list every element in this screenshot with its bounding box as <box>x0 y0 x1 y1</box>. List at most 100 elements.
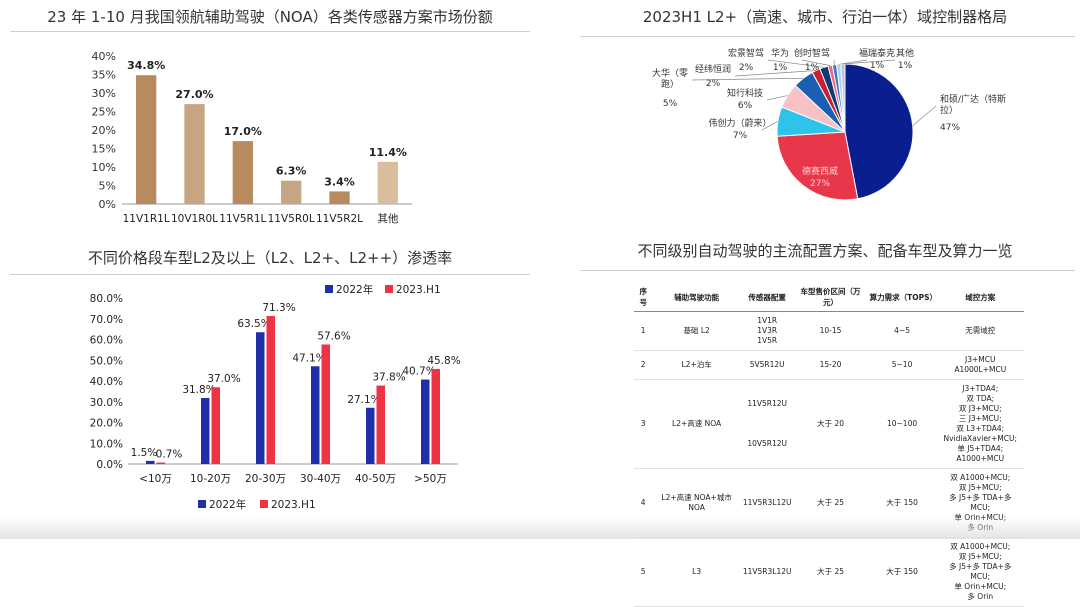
x-tick-label: >50万 <box>414 473 447 485</box>
table-cell: 10~100 <box>868 380 937 469</box>
table-header-cell: 序号 <box>634 283 652 312</box>
table-cell: L2+高速 NOA <box>652 380 740 469</box>
bar-value-label: 40.7% <box>402 366 435 378</box>
bar <box>378 162 398 204</box>
table-cell: J3+TDA4; 双 TDA; 双 J3+MCU; 三 J3+MCU; 双 L3… <box>937 380 1024 469</box>
bar-value-label: 71.3% <box>262 302 295 314</box>
y-tick-label: 0% <box>99 198 116 211</box>
table-cell: 5 <box>634 538 652 607</box>
bar-value-label: 11.4% <box>369 146 407 159</box>
bar-series2 <box>432 369 441 464</box>
bar-series2 <box>212 387 221 464</box>
x-tick-label: 11V1R1L <box>123 213 170 225</box>
y-tick-label: 10% <box>92 161 116 174</box>
table-header-cell: 辅助驾驶功能 <box>652 283 740 312</box>
pie-slice-label: 伟创力（蔚来） <box>708 117 771 129</box>
table-cell: 2 <box>634 351 652 380</box>
y-tick-label: 40.0% <box>90 376 123 388</box>
chart3-title-rule <box>10 274 530 275</box>
bar-series2 <box>377 386 386 464</box>
pie-slice-pct: 6% <box>738 101 753 111</box>
y-tick-label: 60.0% <box>90 335 123 347</box>
chart3-title: 不同价格段车型L2及以上（L2、L2+、L2++）渗透率 <box>0 247 540 268</box>
chart2-title: 2023H1 L2+（高速、城市、行泊一体）域控制器格局 <box>580 6 1070 27</box>
table-cell: 大于 150 <box>868 538 937 607</box>
y-tick-label: 5% <box>99 180 116 193</box>
table-cell: 5~10 <box>868 351 937 380</box>
y-tick-label: 70.0% <box>90 314 123 326</box>
pie-slice-label: 经纬恒润 <box>695 63 731 75</box>
table-header-cell: 车型售价区间（万元） <box>794 283 868 312</box>
bar-series1 <box>256 332 265 464</box>
x-tick-label: <10万 <box>139 473 172 485</box>
table-cell: 11V5R12U 10V5R12U <box>741 380 794 469</box>
legend-swatch-bottom <box>260 500 268 508</box>
pie-leader-line <box>767 96 788 100</box>
bar-value-label: 47.1% <box>292 352 325 364</box>
pie-slice-pct: 27% <box>810 179 830 189</box>
y-tick-label: 30% <box>92 87 116 100</box>
bar-series1 <box>146 461 155 464</box>
bar-value-label: 6.3% <box>276 165 307 178</box>
bar-value-label: 34.8% <box>127 59 165 72</box>
bar <box>184 104 204 204</box>
table-cell: L2+泊车 <box>652 351 740 380</box>
bar-value-label: 1.5% <box>131 447 158 459</box>
bar <box>281 181 301 204</box>
bar-value-label: 57.6% <box>317 330 350 342</box>
chart1-noa-sensor-share: 0%5%10%15%20%25%30%35%40%34.8%11V1R1L27.… <box>80 44 420 234</box>
pie-slice-label: 创时智驾 <box>794 47 830 59</box>
pie-slice-pct: 47% <box>940 123 960 133</box>
chart1-title: 23 年 1-10 月我国领航辅助驾驶（NOA）各类传感器方案市场份额 <box>0 6 540 27</box>
table-cell: 大于 25 <box>794 538 868 607</box>
legend-label-top: 2023.H1 <box>396 284 441 296</box>
pie-slice-pct: 1% <box>870 61 885 71</box>
bar <box>136 75 156 204</box>
pie-slice-label: 华为 <box>771 47 789 59</box>
y-tick-label: 30.0% <box>90 397 123 409</box>
bar-series1 <box>201 398 210 464</box>
chart3-l2-penetration: 0.0%10.0%20.0%30.0%40.0%50.0%60.0%70.0%8… <box>80 282 500 522</box>
table-cell: 双 A1000+MCU; 双 J5+MCU; 多 J5+多 TDA+多 MCU;… <box>937 538 1024 607</box>
table-title: 不同级别自动驾驶的主流配置方案、配备车型及算力一览 <box>580 240 1070 261</box>
bar-value-label: 0.7% <box>156 449 183 461</box>
y-tick-label: 40% <box>92 50 116 63</box>
bar-value-label: 27.1% <box>347 394 380 406</box>
x-tick-label: 10-20万 <box>190 473 231 485</box>
x-tick-label: 10V1R0L <box>171 213 218 225</box>
y-tick-label: 20.0% <box>90 418 123 430</box>
legend-swatch-top <box>385 285 393 293</box>
bar-value-label: 45.8% <box>427 355 460 367</box>
table-cell: L3 <box>652 538 740 607</box>
pie-leader-line <box>913 106 936 126</box>
pie-slice-label: 福瑞泰克 <box>859 47 895 59</box>
table-header-cell: 算力需求（TOPS） <box>868 283 937 312</box>
y-tick-label: 20% <box>92 124 116 137</box>
pie-slice-label: 宏景智驾 <box>728 47 764 59</box>
table-cell: 1V1R 1V3R 1V5R <box>741 312 794 351</box>
table-title-rule <box>580 270 1075 271</box>
pie-slice-pct: 5% <box>663 99 678 109</box>
table-cell: 15-20 <box>794 351 868 380</box>
x-tick-label: 20-30万 <box>245 473 286 485</box>
bar-value-label: 27.0% <box>175 88 213 101</box>
pie-slice-pct: 1% <box>805 63 820 73</box>
y-tick-label: 25% <box>92 106 116 119</box>
x-tick-label: 其他 <box>377 212 398 225</box>
chart2-title-rule <box>580 36 1075 37</box>
table-cell: 无需域控 <box>937 312 1024 351</box>
pie-slice-pct: 2% <box>739 63 754 73</box>
bar-value-label: 3.4% <box>324 175 355 188</box>
legend-swatch-top <box>325 285 333 293</box>
table-cell: 1 <box>634 312 652 351</box>
table-header-row: 序号辅助驾驶功能传感器配置车型售价区间（万元）算力需求（TOPS）域控方案 <box>634 283 1024 312</box>
legend-label-bottom: 2022年 <box>209 498 246 511</box>
bar-series1 <box>421 380 430 464</box>
x-tick-label: 11V5R2L <box>316 213 363 225</box>
bar <box>329 191 349 204</box>
